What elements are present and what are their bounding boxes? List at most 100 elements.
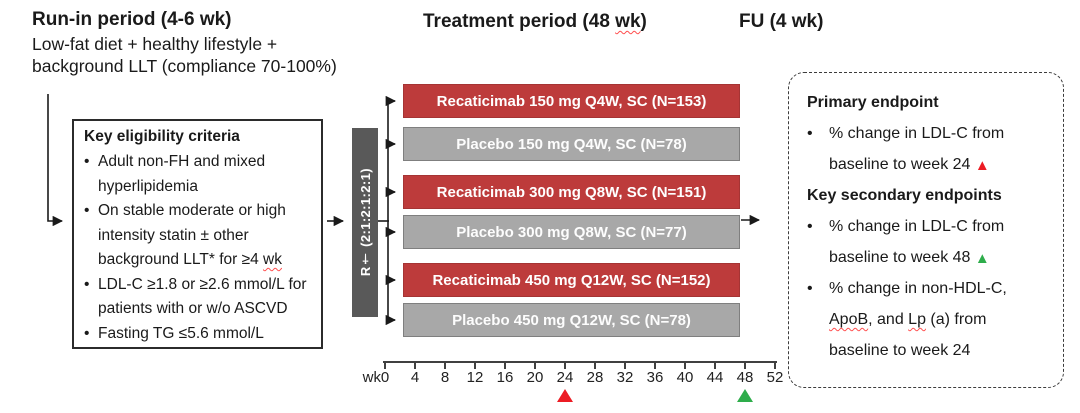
bullet-item: • % change in LDL-C from baseline to week … — [807, 118, 1049, 180]
text-segment: baseline to week 24 — [829, 156, 975, 173]
text-line: background LLT* for ≥4 wk — [98, 248, 313, 273]
week-tick — [564, 361, 566, 369]
arm-bar-label: Placebo 300 mg Q8W, SC (N=77) — [456, 223, 687, 241]
arm-bar-label: Placebo 150 mg Q4W, SC (N=78) — [456, 135, 687, 153]
text-line: baseline to week 24 — [829, 335, 1049, 366]
bullet-dot: • — [84, 324, 90, 342]
text-segment: wk — [615, 11, 641, 32]
bullet-item: • On stable moderate or high intensity sta… — [84, 199, 313, 273]
run-in-period-description: Low-fat diet + healthy lifestyle + backg… — [32, 33, 337, 77]
week-tick-label: 32 — [616, 369, 634, 386]
bullet-lines: Adult non-FH and mixed hyperlipidemia — [98, 150, 313, 199]
arm-bar-placebo-2: Placebo 150 mg Q4W, SC (N=78) — [403, 127, 740, 161]
bullet-lines: % change in LDL-C from baseline to week 4… — [829, 211, 1049, 273]
text-segment: , and — [868, 311, 909, 328]
week-tick-label: 4 — [410, 369, 420, 386]
text-line: baseline to week 24 ▲ — [829, 149, 1049, 180]
week-tick — [684, 361, 686, 369]
bullet-item: • LDL-C ≥1.8 or ≥2.6 mmol/L for patients w… — [84, 273, 313, 322]
text-line: hyperlipidemia — [98, 175, 313, 200]
week-tick-label: 28 — [586, 369, 604, 386]
text-segment: % change in LDL-C from — [829, 125, 1005, 142]
bullet-lines: % change in non-HDL-C, ApoB, and Lp (a) f… — [829, 273, 1049, 366]
week48-secondary-marker-icon — [737, 389, 753, 402]
text-line: Adult non-FH and mixed — [98, 150, 313, 175]
text-line: % change in non-HDL-C, — [829, 273, 1049, 304]
runin-to-eligibility-arrow — [47, 94, 64, 227]
week-tick-label: 8 — [440, 369, 450, 386]
text-line: LDL-C ≥1.8 or ≥2.6 mmol/L for — [98, 273, 313, 298]
bullet-dot: • — [807, 218, 813, 235]
bullet-item: • Adult non-FH and mixed hyperlipidemia — [84, 150, 313, 199]
week-axis-line — [383, 361, 777, 363]
week-tick-label: 0 — [380, 369, 390, 386]
arm-bar-recaticimab-5: Recaticimab 450 mg Q12W, SC (N=152) — [403, 263, 740, 297]
arm-bar-label: Placebo 450 mg Q12W, SC (N=78) — [452, 311, 691, 329]
week-tick — [744, 361, 746, 369]
eligibility-bullet-list: • Adult non-FH and mixed hyperlipidemia • On… — [84, 150, 313, 346]
week-tick-label: 48 — [736, 369, 754, 386]
arm-bar-recaticimab-3: Recaticimab 300 mg Q8W, SC (N=151) — [403, 175, 740, 209]
endpoint-section-title: Primary endpoint — [807, 94, 939, 111]
arm-bar-placebo-4: Placebo 300 mg Q8W, SC (N=77) — [403, 215, 740, 249]
endpoints-box: Primary endpoint • % change in LDL-C from b… — [788, 72, 1064, 388]
week-tick — [384, 361, 386, 369]
arm-bar-label: Recaticimab 450 mg Q12W, SC (N=152) — [432, 271, 711, 289]
run-in-description-line2: background LLT (compliance 70-100%) — [32, 56, 337, 76]
text-segment: baseline to week 24 — [829, 342, 971, 359]
randomization-bar: R† (2:1:2:1:2:1) — [352, 128, 378, 317]
eligibility-criteria-box: Key eligibility criteria • Adult non-FH a… — [72, 119, 323, 349]
triangle-marker-icon: ▲ — [974, 157, 990, 174]
follow-up-title: FU (4 wk) — [739, 11, 824, 32]
arm-bar-placebo-6: Placebo 450 mg Q12W, SC (N=78) — [403, 303, 740, 337]
week-tick-label: 44 — [706, 369, 724, 386]
randomization-ratio-label: R† (2:1:2:1:2:1) — [357, 168, 373, 277]
bullet-dot: • — [807, 125, 813, 142]
arm-bar-label: Recaticimab 150 mg Q4W, SC (N=153) — [436, 92, 707, 110]
week24-primary-marker-icon — [557, 389, 573, 402]
run-in-description-line1: Low-fat diet + healthy lifestyle + — [32, 34, 278, 54]
text-segment: intensity statin ± other — [98, 226, 249, 244]
text-segment: baseline to week 48 — [829, 249, 975, 266]
text-line: intensity statin ± other — [98, 224, 313, 249]
text-line: baseline to week 48 ▲ — [829, 242, 1049, 273]
run-in-period-title: Run-in period (4-6 wk) — [32, 9, 232, 30]
text-line: On stable moderate or high — [98, 199, 313, 224]
text-line: ApoB, and Lp (a) from — [829, 304, 1049, 335]
endpoint-section-title: Key secondary endpoints — [807, 187, 1002, 204]
week-tick-label: 16 — [496, 369, 514, 386]
bullet-lines: On stable moderate or high intensity stat… — [98, 199, 313, 273]
week-unit-label: wk — [362, 369, 381, 386]
endpoints-content: Primary endpoint • % change in LDL-C from b… — [807, 87, 1049, 366]
text-line: % change in LDL-C from — [829, 118, 1049, 149]
text-segment: patients with or w/o ASCVD — [98, 300, 288, 317]
week-tick-label: 24 — [556, 369, 574, 386]
text-line: % change in LDL-C from — [829, 211, 1049, 242]
week-tick — [444, 361, 446, 369]
bullet-lines: Fasting TG ≤5.6 mmol/L — [98, 322, 313, 347]
text-line: Fasting TG ≤5.6 mmol/L — [98, 322, 313, 347]
week-tick — [624, 361, 626, 369]
text-segment: On stable moderate or high — [98, 202, 286, 219]
arm-bar-recaticimab-1: Recaticimab 150 mg Q4W, SC (N=153) — [403, 84, 740, 118]
week-tick — [504, 361, 506, 369]
text-segment: ApoB — [829, 311, 869, 328]
text-segment: Treatment period (48 — [423, 11, 616, 32]
week-tick-label: 36 — [646, 369, 664, 386]
eligibility-title: Key eligibility criteria — [84, 128, 240, 145]
week-tick — [774, 361, 776, 369]
text-line: patients with or w/o ASCVD — [98, 297, 313, 322]
text-segment: (a) from — [925, 311, 987, 328]
bullet-item: • % change in LDL-C from baseline to week … — [807, 211, 1049, 273]
week-tick-label: 20 — [526, 369, 544, 386]
text-segment: hyperlipidemia — [98, 177, 198, 195]
bullet-dot: • — [84, 153, 90, 170]
text-segment: % change in non-HDL-C, — [829, 280, 1007, 297]
text-segment: Lp — [908, 311, 926, 328]
bullet-item: • % change in non-HDL-C, ApoB, and Lp (a) … — [807, 273, 1049, 366]
arm-bar-label: Recaticimab 300 mg Q8W, SC (N=151) — [436, 183, 707, 201]
week-tick-label: 52 — [766, 369, 784, 386]
text-segment: LDL-C ≥1.8 or ≥2.6 mmol/L for — [98, 275, 307, 293]
